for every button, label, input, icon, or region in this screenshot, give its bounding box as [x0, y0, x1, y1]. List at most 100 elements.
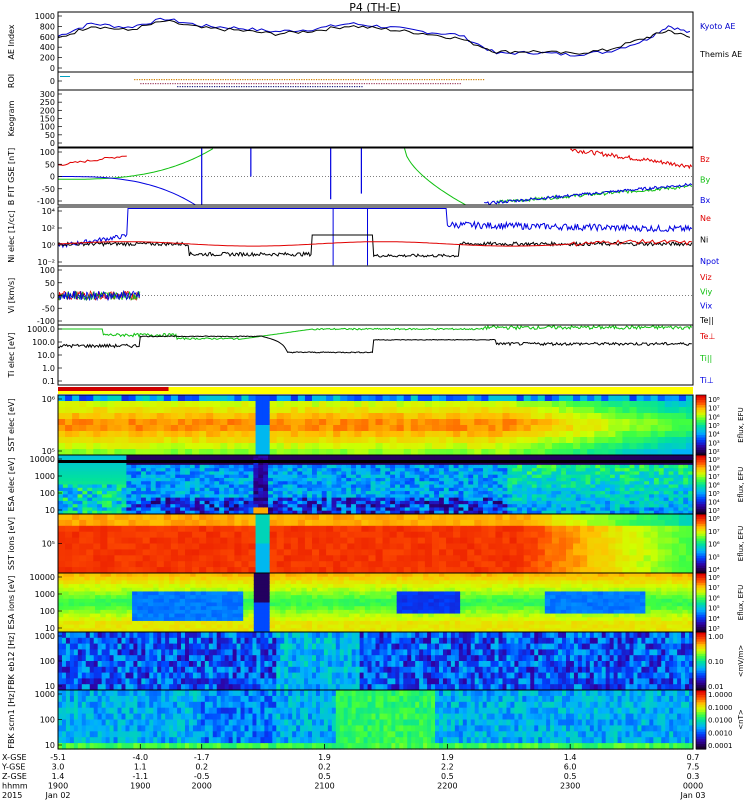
heat-cell [319, 407, 327, 414]
heat-cell [361, 519, 370, 527]
heat-cell [264, 595, 271, 600]
heat-cell [86, 514, 94, 521]
heat-cell [375, 413, 384, 420]
heat-cell [530, 543, 539, 550]
heat-cell [163, 628, 170, 633]
heat-cell [185, 620, 191, 626]
heat-cell [150, 468, 157, 472]
heat-cell [180, 484, 186, 489]
heat-cell [685, 425, 694, 432]
heat-cell [87, 481, 93, 486]
heat-cell [116, 484, 123, 489]
heat-cell [336, 461, 342, 466]
heat-cell [678, 401, 687, 408]
heat-cell [424, 425, 433, 432]
heat-cell [84, 573, 91, 578]
heat-cell [395, 500, 401, 505]
heat-cell [502, 437, 511, 444]
heat-cell [495, 531, 504, 539]
heat-cell [307, 468, 313, 472]
heat-cell [107, 431, 116, 438]
heat-cell [614, 461, 621, 466]
heat-cell [609, 484, 616, 489]
heat-cell [312, 484, 318, 489]
heat-cell [636, 543, 645, 550]
heat-cell [541, 471, 548, 476]
heat-cell [649, 468, 655, 472]
heat-cell [180, 455, 186, 459]
heat-cell [211, 573, 218, 578]
heat-cell [214, 481, 220, 486]
heat-cell [688, 461, 694, 466]
heat-cell [321, 461, 328, 466]
heat-cell [585, 484, 592, 489]
heat-cell [622, 567, 631, 574]
heat-cell [137, 624, 144, 629]
heat-cell [370, 497, 377, 502]
heat-cell [170, 567, 179, 574]
heat-cell [587, 549, 595, 556]
heat-cell [629, 413, 638, 420]
heat-cell [375, 494, 381, 499]
heat-cell [390, 461, 396, 466]
heat-cell [453, 419, 461, 426]
heat-cell [268, 504, 274, 509]
heat-cell [185, 419, 193, 426]
heat-cell [216, 602, 223, 607]
heat-cell [327, 587, 334, 593]
heat-cell [269, 401, 278, 408]
heat-cell [272, 481, 279, 486]
heat-cell [446, 437, 454, 444]
heat-cell [481, 555, 489, 562]
heat-cell [537, 514, 546, 521]
heat-cell [232, 613, 239, 618]
heat-cell [507, 474, 513, 479]
heat-cell [158, 620, 165, 626]
heat-cell [639, 497, 645, 502]
heat-cell [65, 549, 73, 556]
heat-cell [111, 510, 118, 515]
heat-cell [453, 431, 461, 438]
heat-cell [121, 449, 130, 456]
heat-cell [93, 443, 101, 450]
heat-cell [488, 519, 497, 527]
heat-cell [619, 507, 626, 512]
heat-cell [63, 613, 70, 618]
heat-cell [263, 491, 269, 495]
heat-cell [224, 500, 230, 505]
heat-cell [126, 468, 132, 472]
heat-cell [228, 510, 235, 515]
heat-cell [399, 484, 406, 489]
heatmap-esa_i [58, 573, 694, 633]
heat-cell [114, 437, 123, 444]
heat-cell [233, 500, 240, 505]
heat-cell [580, 395, 588, 402]
heat-cell [255, 395, 264, 402]
heat-cell [135, 443, 144, 450]
heat-cell [175, 507, 181, 512]
heat-cell [446, 425, 454, 432]
heat-cell [93, 543, 101, 550]
heat-cell [285, 587, 292, 593]
heat-cell [243, 587, 250, 593]
heat-cell [126, 613, 133, 618]
heat-cell [516, 567, 525, 574]
heat-cell [238, 504, 245, 509]
heat-cell [234, 519, 243, 527]
heat-cell [234, 419, 243, 426]
heat-cell [73, 617, 80, 622]
heat-cell [678, 555, 687, 562]
heat-cell [396, 449, 405, 456]
heat-cell [368, 395, 377, 402]
heat-cell [185, 484, 191, 489]
heat-cell [619, 471, 626, 476]
heat-cell [385, 494, 391, 499]
heat-cell [404, 481, 411, 486]
heat-cell [636, 555, 645, 562]
heat-cell [643, 549, 652, 556]
heat-cell [319, 537, 327, 545]
heat-cell [185, 407, 193, 414]
heat-cell [248, 525, 257, 533]
heat-cell [227, 617, 234, 622]
heat-cell [502, 401, 511, 408]
